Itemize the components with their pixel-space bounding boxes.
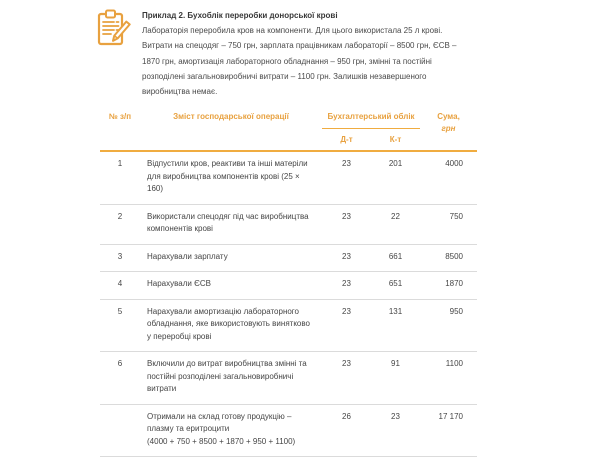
row-number [100, 404, 140, 457]
row-number: 2 [100, 204, 140, 245]
operation-description: Використали спецодяг під час виробництва… [140, 204, 322, 245]
credit-value: 91 [371, 351, 420, 405]
operation-text: Нарахували амортизацію лабораторного обл… [147, 306, 310, 341]
sum-title: Сума, [437, 112, 460, 121]
example-title: Приклад 2. Бухоблік переробки донорської… [142, 11, 338, 20]
operation-description: Нарахували зарплату [140, 244, 322, 272]
operation-description: Відпустили кров, реактиви та інші матері… [140, 151, 322, 205]
sum-value: 950 [420, 299, 477, 352]
column-header-accounting: Бухгалтерський облік [322, 104, 420, 129]
credit-value: 201 [371, 151, 420, 205]
debit-value: 26 [322, 404, 371, 457]
row-number: 6 [100, 351, 140, 405]
operation-text: Використали спецодяг під час виробництва… [147, 211, 309, 234]
debit-value: 23 [322, 299, 371, 352]
debit-value: 23 [322, 244, 371, 272]
credit-value: 23 [371, 404, 420, 457]
column-header-number: № з/п [100, 104, 140, 152]
operation-description: Включили до витрат виробництва змінні та… [140, 351, 322, 405]
operation-description: Нарахували ЄСВ [140, 271, 322, 300]
table-body: 1 Відпустили кров, реактиви та інші мате… [100, 151, 477, 457]
table-header: № з/п Зміст господарської операції Бухга… [100, 104, 477, 152]
table-row: Отримали на склад готову продукцію – пла… [100, 404, 477, 457]
operation-text: Включили до витрат виробництва змінні та… [147, 359, 307, 393]
credit-value: 651 [371, 271, 420, 300]
debit-value: 23 [322, 151, 371, 205]
sum-value: 1100 [420, 351, 477, 405]
row-number: 5 [100, 299, 140, 352]
clipboard-pencil-icon [95, 8, 133, 55]
debit-value: 23 [322, 271, 371, 300]
example-description: Лабораторія переробила кров на компонент… [142, 26, 457, 97]
operation-description: Нарахували амортизацію лабораторного обл… [140, 299, 322, 352]
sum-value: 4000 [420, 151, 477, 205]
table-row: 5 Нарахували амортизацію лабораторного о… [100, 299, 477, 352]
table-row: 3 Нарахували зарплату 23 661 8500 [100, 244, 477, 272]
operation-text: Відпустили кров, реактиви та інші матері… [147, 159, 308, 193]
sum-unit: грн [441, 123, 456, 133]
example-intro: Приклад 2. Бухоблік переробки донорської… [95, 8, 472, 99]
operation-description: Отримали на склад готову продукцію – пла… [140, 404, 322, 457]
column-header-debit: Д-т [322, 128, 371, 152]
table-row: 1 Відпустили кров, реактиви та інші мате… [100, 151, 477, 205]
sum-value: 17 170 [420, 404, 477, 457]
column-header-sum: Сума, грн [420, 104, 477, 152]
credit-value: 22 [371, 204, 420, 245]
page: { "colors":{ "accent":"#E8A13F", "accent… [95, 8, 477, 457]
operation-text: Отримали на склад готову продукцію – пла… [147, 411, 292, 434]
debit-value: 23 [322, 204, 371, 245]
accounting-table: № з/п Зміст господарської операції Бухга… [100, 104, 477, 457]
debit-value: 23 [322, 351, 371, 405]
credit-value: 131 [371, 299, 420, 352]
sum-value: 1870 [420, 271, 477, 300]
sum-value: 750 [420, 204, 477, 245]
row-number: 3 [100, 244, 140, 272]
table-row: 4 Нарахували ЄСВ 23 651 1870 [100, 271, 477, 300]
sum-value: 8500 [420, 244, 477, 272]
row-number: 1 [100, 151, 140, 205]
operation-formula: (4000 + 750 + 8500 + 1870 + 950 + 1100) [147, 436, 296, 446]
row-number: 4 [100, 271, 140, 300]
table-row: 2 Використали спецодяг під час виробницт… [100, 204, 477, 245]
credit-value: 661 [371, 244, 420, 272]
column-header-operation: Зміст господарської операції [140, 104, 322, 152]
table-row: 6 Включили до витрат виробництва змінні … [100, 351, 477, 405]
operation-text: Нарахували ЄСВ [147, 279, 211, 288]
operation-text: Нарахували зарплату [147, 251, 228, 261]
column-header-credit: К-т [371, 128, 420, 152]
